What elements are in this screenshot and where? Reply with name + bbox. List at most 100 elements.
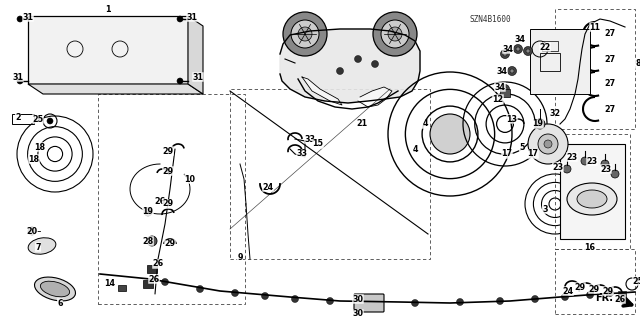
Circle shape bbox=[500, 85, 509, 93]
Bar bbox=[143, 280, 153, 288]
Text: 16: 16 bbox=[584, 242, 595, 251]
Circle shape bbox=[367, 299, 374, 306]
Text: 2: 2 bbox=[15, 113, 21, 122]
Circle shape bbox=[262, 293, 269, 300]
Text: 34: 34 bbox=[497, 66, 508, 76]
Text: 13: 13 bbox=[506, 115, 518, 123]
Circle shape bbox=[28, 227, 36, 235]
Text: 5: 5 bbox=[519, 143, 525, 152]
Text: 4: 4 bbox=[422, 120, 428, 129]
Ellipse shape bbox=[567, 183, 617, 215]
Text: 6: 6 bbox=[57, 299, 63, 308]
Circle shape bbox=[196, 286, 204, 293]
Text: 23: 23 bbox=[586, 157, 598, 166]
Text: 20: 20 bbox=[26, 226, 38, 235]
Text: 29: 29 bbox=[163, 199, 173, 209]
Circle shape bbox=[586, 292, 593, 299]
Bar bbox=[555, 9, 635, 129]
Bar bbox=[147, 265, 157, 273]
Circle shape bbox=[388, 27, 402, 41]
Bar bbox=[98, 94, 245, 304]
Circle shape bbox=[144, 208, 152, 216]
Text: 30: 30 bbox=[353, 294, 364, 303]
Text: 23: 23 bbox=[566, 152, 577, 161]
Circle shape bbox=[497, 298, 504, 305]
Text: 24: 24 bbox=[563, 286, 573, 295]
Circle shape bbox=[337, 68, 344, 75]
Bar bbox=[230, 89, 430, 259]
Ellipse shape bbox=[577, 190, 607, 208]
Text: 17: 17 bbox=[502, 150, 513, 159]
Ellipse shape bbox=[40, 281, 70, 297]
Circle shape bbox=[17, 78, 23, 84]
Text: 27: 27 bbox=[604, 55, 616, 63]
Circle shape bbox=[538, 134, 558, 154]
Text: FR.: FR. bbox=[595, 293, 613, 303]
FancyBboxPatch shape bbox=[354, 294, 384, 312]
Circle shape bbox=[371, 61, 378, 68]
Text: 28: 28 bbox=[142, 236, 154, 246]
Text: SZN4B1600: SZN4B1600 bbox=[469, 14, 511, 24]
Text: 31: 31 bbox=[193, 72, 204, 81]
Text: 33: 33 bbox=[305, 135, 316, 144]
Circle shape bbox=[430, 114, 470, 154]
Circle shape bbox=[412, 300, 419, 307]
Ellipse shape bbox=[35, 277, 76, 301]
Text: 32: 32 bbox=[549, 109, 561, 118]
Circle shape bbox=[524, 47, 532, 56]
Text: 11: 11 bbox=[589, 23, 600, 32]
Text: 29: 29 bbox=[575, 283, 586, 292]
Text: 17: 17 bbox=[527, 150, 538, 159]
Circle shape bbox=[561, 293, 568, 300]
Text: 8: 8 bbox=[635, 60, 640, 69]
Text: 34: 34 bbox=[515, 34, 525, 43]
Circle shape bbox=[291, 295, 298, 302]
Circle shape bbox=[544, 140, 552, 148]
Bar bbox=[560, 144, 625, 239]
Text: 23: 23 bbox=[600, 165, 612, 174]
Circle shape bbox=[283, 12, 327, 56]
Circle shape bbox=[503, 52, 507, 56]
Circle shape bbox=[298, 27, 312, 41]
Bar bbox=[540, 53, 560, 71]
Circle shape bbox=[516, 47, 520, 51]
Text: 29: 29 bbox=[164, 240, 175, 249]
Text: 24: 24 bbox=[262, 182, 273, 191]
Circle shape bbox=[563, 165, 571, 173]
Text: 19: 19 bbox=[143, 207, 154, 217]
Text: 27: 27 bbox=[604, 79, 616, 88]
Polygon shape bbox=[188, 16, 203, 94]
Text: 25: 25 bbox=[33, 115, 44, 123]
Circle shape bbox=[232, 290, 239, 296]
Bar bbox=[555, 249, 635, 314]
Circle shape bbox=[513, 44, 522, 54]
Text: 3: 3 bbox=[542, 204, 548, 213]
Circle shape bbox=[601, 160, 609, 168]
Circle shape bbox=[508, 66, 516, 76]
Text: 18: 18 bbox=[28, 154, 40, 164]
Text: 29: 29 bbox=[163, 146, 173, 155]
Text: 26: 26 bbox=[148, 275, 159, 284]
Text: 29: 29 bbox=[602, 286, 614, 295]
Circle shape bbox=[326, 298, 333, 305]
Text: 31: 31 bbox=[13, 72, 24, 81]
Circle shape bbox=[503, 87, 507, 91]
Text: 33: 33 bbox=[296, 150, 307, 159]
Bar bbox=[542, 41, 558, 51]
Text: 12: 12 bbox=[492, 94, 504, 103]
Text: 30: 30 bbox=[353, 309, 364, 318]
Polygon shape bbox=[28, 84, 203, 94]
Text: 29: 29 bbox=[163, 167, 173, 175]
Text: 31: 31 bbox=[22, 12, 33, 21]
Text: 34: 34 bbox=[502, 44, 513, 54]
Circle shape bbox=[161, 278, 168, 286]
Text: 26: 26 bbox=[154, 197, 166, 205]
Circle shape bbox=[535, 119, 545, 129]
Bar bbox=[118, 285, 126, 291]
Text: 31: 31 bbox=[186, 12, 198, 21]
Text: 29: 29 bbox=[588, 285, 600, 293]
Circle shape bbox=[456, 299, 463, 306]
Circle shape bbox=[531, 295, 538, 302]
Text: 10: 10 bbox=[184, 174, 195, 183]
Text: 4: 4 bbox=[412, 145, 418, 153]
